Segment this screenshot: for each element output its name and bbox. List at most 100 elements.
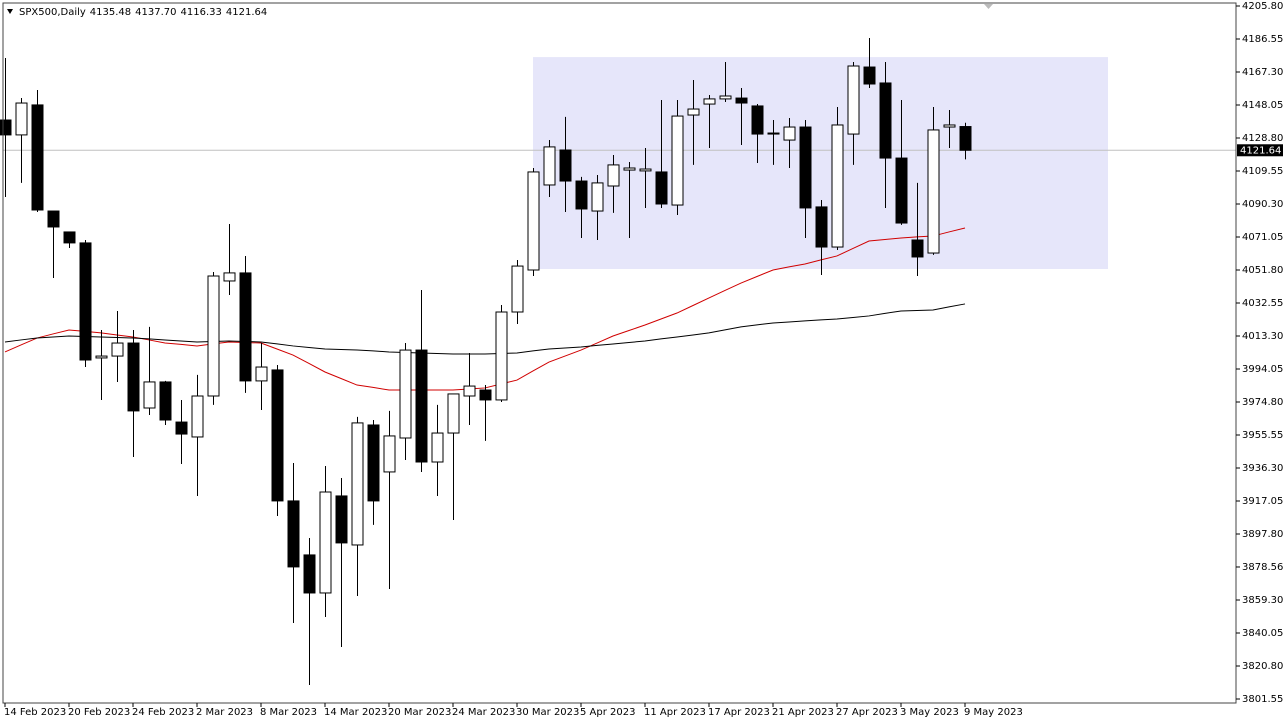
candle-body [127, 342, 140, 412]
x-tick-label: 27 Apr 2023 [836, 707, 898, 718]
candle-body [31, 104, 44, 211]
candle-body [495, 311, 508, 401]
candle-body [367, 424, 380, 502]
legend-value: 4121.64 [226, 7, 267, 18]
x-tick-label: 17 Apr 2023 [708, 707, 770, 718]
candle-body [751, 105, 764, 135]
candle-body [239, 272, 252, 382]
candle-body [159, 381, 172, 421]
candle-body [607, 164, 620, 187]
plot-frame [2, 2, 1237, 704]
y-tick-label: 4148.05 [1242, 100, 1283, 111]
candle-body [879, 82, 892, 159]
candle-body [927, 129, 940, 254]
candle-body [255, 366, 268, 382]
candle-body [303, 554, 316, 594]
plot-area [0, 38, 1236, 686]
last-price-tag [1237, 144, 1283, 157]
y-tick-label: 3955.55 [1242, 430, 1283, 441]
candle-body [847, 65, 860, 135]
y-tick-label: 4013.30 [1242, 331, 1283, 342]
candle-body [463, 385, 476, 397]
x-tick-label: 14 Feb 2023 [4, 707, 66, 718]
candle-body [47, 210, 60, 228]
chart-title: SPX500,Daily [19, 7, 86, 18]
x-tick-label: 5 Apr 2023 [580, 707, 635, 718]
candle-body [335, 495, 348, 544]
shift-marker [984, 4, 993, 9]
candle-body [527, 171, 540, 271]
candle-body [447, 393, 460, 434]
chart-header: SPX500,Daily 4135.48 4137.70 4116.33 4121.64 [19, 7, 267, 18]
y-tick-label: 3801.55 [1242, 694, 1283, 705]
candle-body [143, 381, 156, 409]
candle-body [959, 126, 972, 151]
candle-body [175, 421, 188, 435]
x-tick-label: 9 May 2023 [964, 707, 1023, 718]
candle-body [799, 126, 812, 209]
x-tick-label: 24 Feb 2023 [132, 707, 194, 718]
y-tick-label: 3936.30 [1242, 463, 1283, 474]
x-tick-label: 30 Mar 2023 [516, 707, 579, 718]
y-tick-label: 3994.05 [1242, 364, 1283, 375]
candle-body [655, 171, 668, 205]
y-tick-label: 4109.55 [1242, 166, 1283, 177]
candle-body [415, 349, 428, 463]
candle-body [671, 115, 684, 206]
candle-body [271, 369, 284, 502]
legend-value: 4137.70 [135, 7, 176, 18]
candle-body [319, 491, 332, 594]
y-tick-label: 4205.80 [1242, 1, 1283, 12]
x-tick-label: 3 May 2023 [900, 707, 959, 718]
y-tick-label: 3840.05 [1242, 628, 1283, 639]
y-tick-label: 4090.30 [1242, 199, 1283, 210]
candle-body [911, 239, 924, 258]
y-tick-label: 3859.30 [1242, 595, 1283, 606]
candle-body [191, 395, 204, 438]
candle-body [719, 95, 732, 100]
candle-body [287, 500, 300, 568]
candle-body [79, 242, 92, 361]
moving-average-line [4, 303, 966, 355]
candle-body [863, 66, 876, 85]
legend-value: 4135.48 [90, 7, 131, 18]
y-tick-label: 4032.55 [1242, 298, 1283, 309]
candle-body [111, 342, 124, 357]
candle-body [623, 167, 636, 171]
candle-body [767, 132, 780, 135]
candle-body [95, 355, 108, 359]
candle-body [0, 119, 12, 136]
y-tick-label: 4071.05 [1242, 232, 1283, 243]
candle-body [831, 124, 844, 248]
candle-body [943, 124, 956, 128]
x-tick-label: 20 Mar 2023 [388, 707, 451, 718]
y-tick-label: 3878.56 [1242, 562, 1283, 573]
candle-body [687, 108, 700, 116]
candle-body [639, 168, 652, 172]
candle-body [15, 102, 28, 136]
candle-body [351, 422, 364, 546]
candle-body [575, 180, 588, 210]
y-tick-label: 4051.80 [1242, 265, 1283, 276]
y-tick-label: 4128.80 [1242, 133, 1283, 144]
y-tick-label: 3917.05 [1242, 496, 1283, 507]
y-tick-label: 3897.80 [1242, 529, 1283, 540]
x-tick-label: 2 Mar 2023 [196, 707, 253, 718]
candle-body [511, 265, 524, 313]
x-tick-label: 14 Mar 2023 [324, 707, 387, 718]
candle-body [63, 231, 76, 244]
x-tick-label: 11 Apr 2023 [644, 707, 706, 718]
collapse-icon[interactable] [7, 9, 13, 14]
candle-body [383, 435, 396, 473]
candle-body [431, 432, 444, 463]
candle-body [207, 275, 220, 397]
x-tick-label: 24 Mar 2023 [452, 707, 515, 718]
y-tick-label: 4186.55 [1242, 34, 1283, 45]
candle-body [543, 146, 556, 186]
candle-body [735, 97, 748, 104]
y-tick-label: 3820.80 [1242, 661, 1283, 672]
candle-body [783, 126, 796, 141]
legend-value: 4116.33 [181, 7, 222, 18]
